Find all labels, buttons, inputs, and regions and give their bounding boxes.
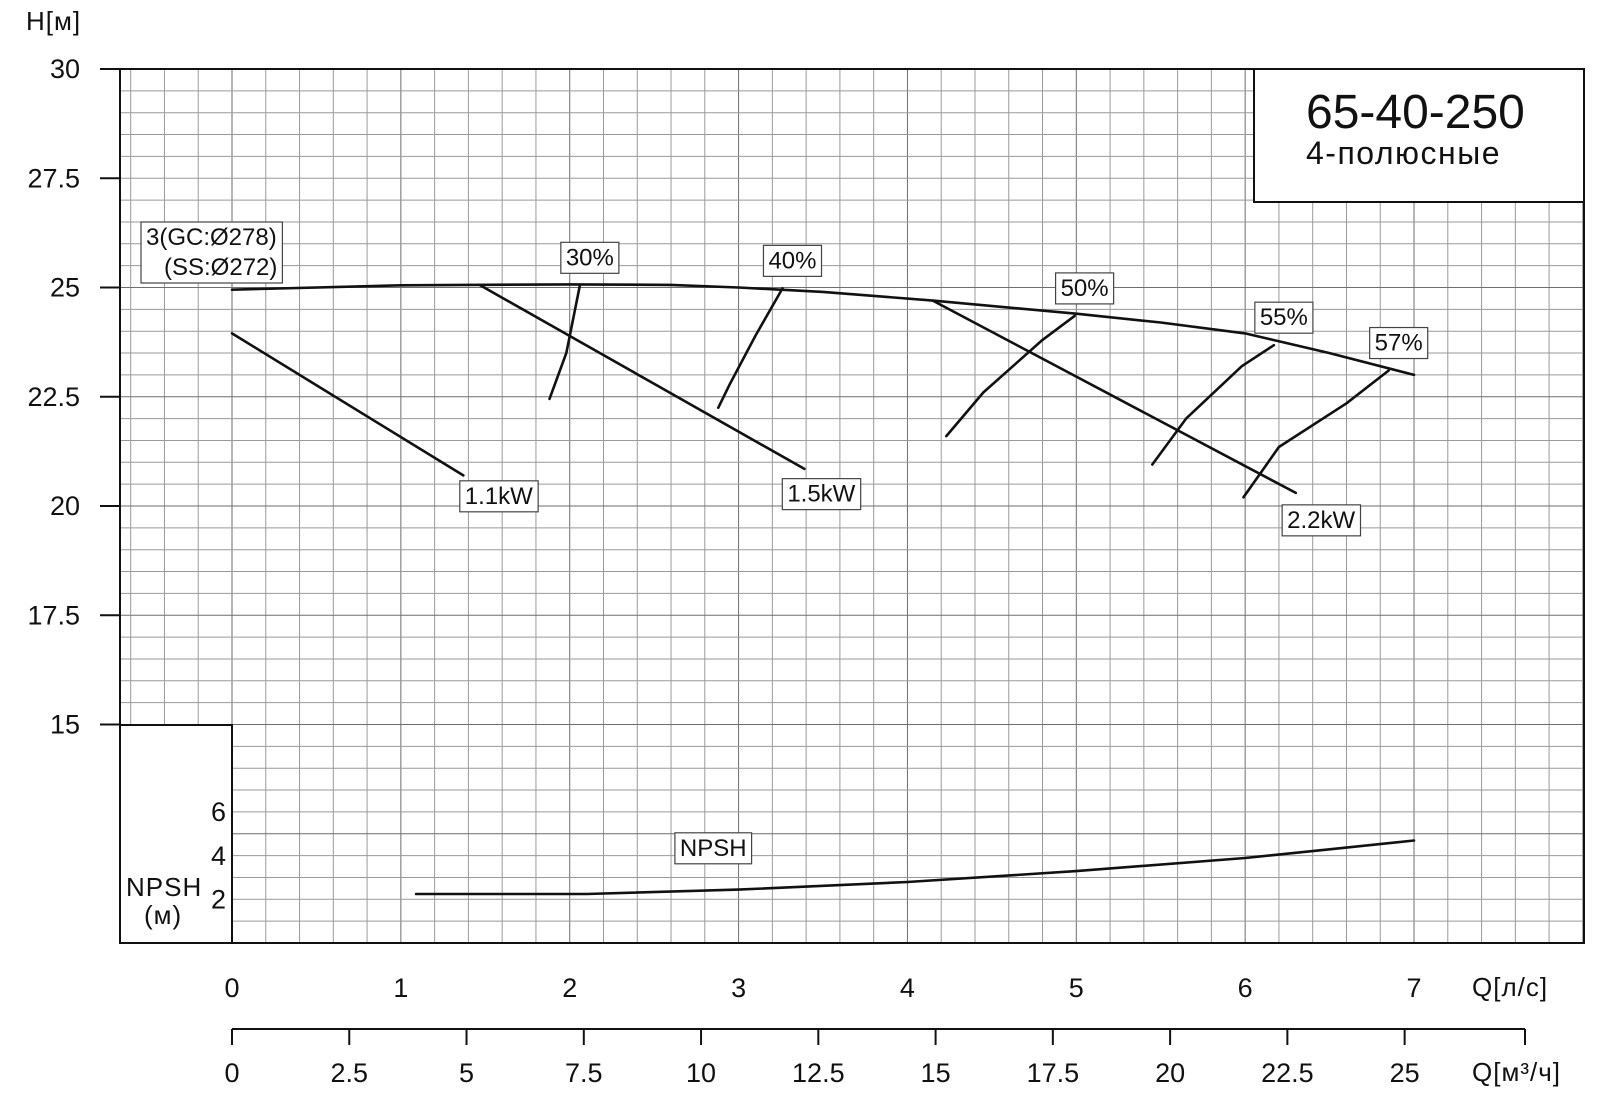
y-tick-label: 22.5 (27, 382, 80, 412)
efficiency-label-box (1054, 272, 1115, 305)
npsh-axis-unit: (м) (144, 900, 182, 930)
npsh-label-box (119, 724, 233, 944)
x2-tick-label: 20 (1155, 1058, 1185, 1088)
x-tick-label: 6 (1238, 973, 1253, 1003)
x2-tick-label: 2.5 (330, 1058, 368, 1088)
y-tick-label: 20 (50, 491, 80, 521)
npsh-axis-box (119, 724, 233, 944)
npsh-tick-label: 4 (211, 841, 226, 871)
x2-tick-label: 10 (686, 1058, 716, 1088)
efficiency-label-box (1369, 326, 1429, 360)
efficiency-label-box (762, 244, 823, 277)
y-tick-label: 27.5 (27, 163, 80, 193)
efficiency-curve (945, 314, 1076, 438)
power-label: 2.2kW (1281, 504, 1362, 537)
x2-tick-label: 22.5 (1261, 1058, 1314, 1088)
x2-tick-label: 25 (1390, 1058, 1420, 1088)
efficiency-label-box (560, 241, 620, 274)
x2-tick-label: 17.5 (1027, 1058, 1080, 1088)
efficiency-label: 50% (1054, 272, 1115, 305)
chart-labels: 1.1kW 1.5kW 2.2kW 30% 40% 50% 55% 57% 3(GC:Ø278)… (140, 221, 1429, 865)
x-tick-label: 3 (731, 973, 746, 1003)
head-curve-label-box (140, 221, 283, 284)
efficiency-curve (1242, 369, 1390, 499)
efficiency-label-box (1254, 301, 1314, 334)
power-label: 1.1kW (459, 480, 539, 513)
npsh-axis-label: NPSH (126, 872, 202, 902)
x2-tick-label: 5 (459, 1058, 474, 1088)
power-label-box (781, 478, 862, 511)
x-tick-label: 7 (1407, 973, 1422, 1003)
chart-subtitle: 4-полюсные (1306, 135, 1501, 171)
x2-tick-label: 12.5 (792, 1058, 845, 1088)
efficiency-curve (1151, 343, 1276, 466)
y-tick-label: 25 (50, 273, 80, 303)
power-label-text: 2.2kW (1287, 507, 1355, 534)
y-tick-label: 15 (50, 710, 80, 740)
npsh-tick-label: 6 (211, 797, 226, 827)
efficiency-curve (548, 284, 582, 401)
y-tick-label: 30 (50, 54, 80, 84)
power-label: 1.5kW (781, 478, 862, 511)
x2-tick-label: 7.5 (565, 1058, 603, 1088)
efficiency-label: 55% (1254, 301, 1314, 334)
x-tick-label: 5 (1069, 973, 1084, 1003)
x-axis-title: Q[л/с] (1472, 972, 1548, 1002)
x-tick-label: 4 (900, 973, 915, 1003)
head-curve (230, 283, 1416, 377)
efficiency-label: 57% (1369, 326, 1429, 360)
efficiency-label-text: 50% (1061, 275, 1109, 302)
efficiency-label-text: 55% (1260, 304, 1308, 331)
y-tick-label: 17.5 (27, 600, 80, 630)
power-label-box (459, 480, 539, 513)
npsh-curve-label-box (674, 832, 753, 865)
npsh-curve (414, 839, 1416, 896)
x-tick-label: 2 (562, 973, 577, 1003)
efficiency-curve (717, 287, 784, 409)
x-tick-label: 1 (393, 973, 408, 1003)
power-label-text: 1.1kW (465, 483, 533, 510)
head-curve-label: 3(GC:Ø278) (SS:Ø272) (140, 221, 283, 284)
efficiency-label: 30% (560, 241, 620, 274)
title-box-frame (1253, 68, 1585, 203)
x2-axis-title: Q[м³/ч] (1472, 1057, 1561, 1087)
npsh-tick-label: 2 (211, 884, 226, 914)
power-label-box (1281, 504, 1362, 537)
efficiency-label: 40% (762, 244, 823, 277)
npsh-curve-label: NPSH (674, 832, 753, 865)
x2-tick-label: 15 (921, 1058, 951, 1088)
efficiency-label-text: 40% (768, 247, 816, 274)
chart-title: 65-40-250 (1306, 86, 1525, 139)
x-tick-label: 0 (224, 973, 239, 1003)
chart-series (230, 283, 1416, 896)
y-axis-title: H[м] (26, 6, 81, 36)
power-line (478, 284, 806, 471)
efficiency-label-text: 30% (566, 244, 614, 271)
head-curve-label-text: 3(GC:Ø278) (SS:Ø272) (146, 224, 277, 281)
power-line (931, 299, 1298, 495)
title-box: 65-40-250 4-полюсные (1253, 68, 1585, 203)
power-line (230, 332, 465, 477)
power-label-text: 1.5kW (787, 481, 855, 508)
npsh-curve-label-text: NPSH (680, 835, 747, 862)
efficiency-label-text: 57% (1375, 330, 1423, 357)
x2-tick-label: 0 (224, 1058, 239, 1088)
